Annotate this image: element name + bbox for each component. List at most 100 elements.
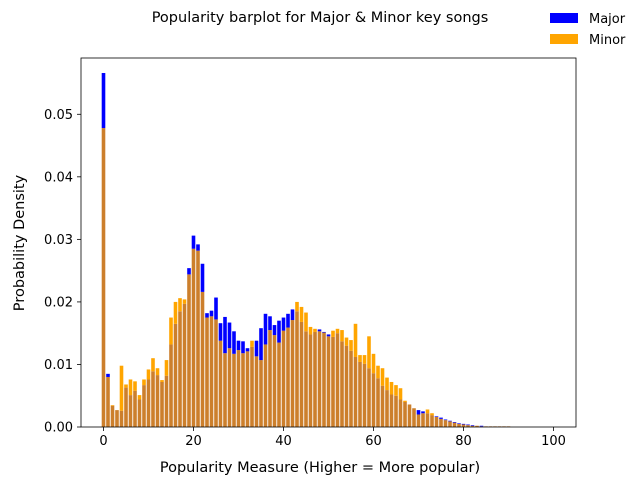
bar-major	[277, 320, 281, 343]
bar-overlap	[434, 416, 439, 427]
bar-major	[286, 313, 290, 328]
bar-minor	[110, 405, 115, 406]
bar-overlap	[295, 311, 299, 427]
bar-overlap	[461, 424, 466, 427]
bar-major	[470, 425, 475, 426]
bar-minor	[385, 377, 389, 391]
bar-overlap	[412, 408, 416, 427]
bar-minor	[344, 337, 349, 346]
bar-overlap	[290, 320, 295, 427]
bar-minor	[151, 358, 155, 372]
y-tick-label: 0.02	[44, 295, 73, 310]
bar-minor	[362, 355, 367, 364]
bar-major	[227, 322, 232, 349]
y-tick-label: 0.04	[44, 170, 73, 185]
bar-major	[457, 423, 461, 424]
bar-minor	[146, 369, 151, 380]
bar-major	[326, 334, 331, 337]
bar-major	[209, 310, 214, 317]
bar-overlap	[277, 342, 281, 427]
bar-overlap	[128, 395, 133, 427]
bar-overlap	[344, 345, 349, 427]
bar-minor	[358, 355, 362, 362]
x-ticks: 0 20 40 60 80 100	[99, 427, 566, 449]
bar-minor	[403, 400, 407, 402]
bar-overlap	[416, 414, 421, 427]
bar-major	[268, 316, 272, 331]
bar-overlap	[407, 404, 412, 427]
bar-overlap	[187, 274, 191, 427]
bar-minor	[295, 301, 299, 312]
bar-major	[191, 235, 196, 249]
legend-swatch-minor	[550, 34, 578, 44]
bar-overlap	[367, 368, 371, 427]
bar-overlap	[146, 379, 151, 427]
y-axis-label: Probability Density	[12, 174, 28, 311]
bar-overlap	[133, 390, 137, 427]
bar-minor	[299, 306, 304, 322]
bar-overlap	[137, 399, 142, 427]
bar-major	[259, 328, 263, 361]
x-tick-label: 0	[99, 434, 107, 449]
y-tick-label: 0.03	[44, 233, 73, 248]
bar-overlap	[218, 340, 223, 427]
bar-major	[205, 313, 209, 318]
bar-major	[232, 331, 236, 354]
bar-overlap	[169, 344, 173, 427]
bar-overlap	[115, 410, 119, 427]
bar-overlap	[452, 422, 457, 427]
bar-minor	[394, 385, 398, 396]
bar-major	[106, 373, 110, 377]
bar-overlap	[106, 376, 110, 427]
bar-overlap	[241, 353, 245, 427]
bar-minor	[137, 395, 142, 400]
bar-major	[223, 316, 227, 354]
bar-minor	[124, 384, 128, 388]
x-tick-label: 100	[541, 434, 566, 449]
plot-frame	[80, 57, 577, 428]
bar-major	[218, 323, 223, 341]
bar-overlap	[214, 319, 218, 427]
bar-overlap	[268, 330, 272, 427]
bar-overlap	[299, 321, 304, 427]
bar-overlap	[281, 330, 286, 427]
bar-minor	[178, 298, 182, 312]
bar-minor	[142, 379, 146, 386]
bar-overlap	[448, 421, 452, 427]
bar-overlap	[250, 346, 254, 427]
bar-minor	[380, 368, 385, 386]
bar-minor	[335, 328, 340, 334]
bar-minor	[182, 299, 187, 304]
bar-major	[479, 425, 484, 427]
x-tick-label: 40	[275, 434, 292, 449]
bar-overlap	[371, 373, 376, 427]
bar-major	[290, 309, 295, 321]
bar-overlap	[110, 405, 115, 427]
bar-overlap	[403, 401, 407, 427]
bar-overlap	[340, 341, 344, 427]
bar-minor	[128, 379, 133, 396]
bar-overlap	[308, 334, 313, 427]
bar-major	[448, 420, 452, 422]
bar-overlap	[353, 356, 358, 427]
x-tick-label: 20	[185, 434, 202, 449]
bars-layer	[101, 73, 511, 428]
bar-overlap	[196, 250, 200, 427]
bar-minor	[133, 381, 137, 391]
bar-major	[452, 422, 457, 423]
bar-major	[245, 348, 250, 352]
y-tick-label: 0.05	[44, 108, 73, 123]
bar-major	[439, 417, 443, 419]
bar-overlap	[155, 375, 160, 427]
bar-major	[236, 340, 241, 351]
legend: Major Minor	[550, 12, 626, 48]
bar-minor	[160, 380, 164, 382]
bar-major	[214, 297, 218, 320]
bar-major	[263, 313, 268, 345]
bar-overlap	[466, 425, 470, 427]
x-tick-label: 60	[365, 434, 382, 449]
bar-minor	[169, 317, 173, 345]
bar-overlap	[223, 353, 227, 427]
bar-major	[241, 341, 245, 354]
